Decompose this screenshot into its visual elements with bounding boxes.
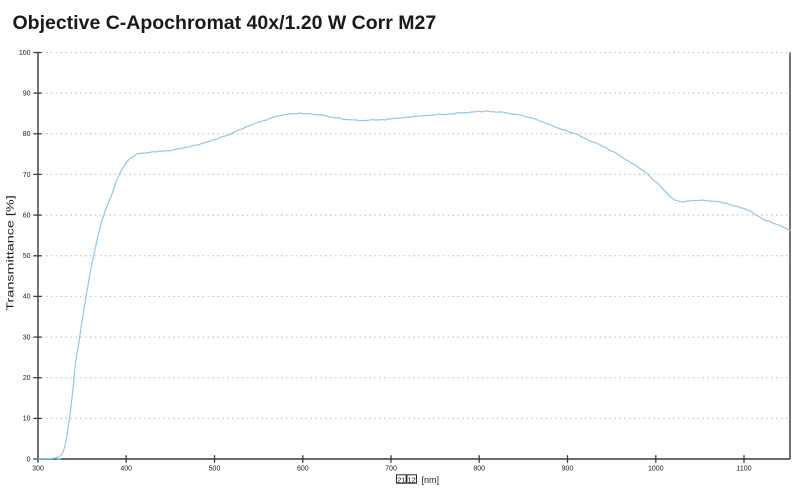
svg-text:800: 800 (473, 466, 485, 473)
svg-text:70: 70 (23, 172, 31, 179)
svg-text:300: 300 (32, 466, 44, 473)
svg-text:0: 0 (27, 456, 31, 463)
svg-text:60: 60 (23, 212, 31, 219)
svg-text:[nm]: [nm] (422, 475, 440, 485)
svg-text:700: 700 (385, 466, 397, 473)
svg-text:20: 20 (23, 375, 31, 382)
svg-text:400: 400 (120, 466, 132, 473)
svg-text:10: 10 (23, 416, 31, 423)
svg-text:50: 50 (23, 253, 31, 260)
svg-text:21: 21 (397, 475, 405, 484)
svg-text:80: 80 (23, 131, 31, 138)
svg-text:1100: 1100 (736, 466, 751, 473)
svg-text:600: 600 (297, 466, 309, 473)
svg-text:Transmittance [%]: Transmittance [%] (5, 195, 16, 311)
svg-text:90: 90 (23, 90, 31, 97)
svg-text:30: 30 (23, 334, 31, 341)
svg-text:100: 100 (19, 50, 31, 57)
svg-text:1000: 1000 (648, 466, 664, 473)
svg-text:500: 500 (209, 466, 221, 473)
svg-text:40: 40 (23, 294, 31, 301)
svg-text:Objective C-Apochromat 40x/1.2: Objective C-Apochromat 40x/1.20 W Corr M… (13, 12, 437, 34)
svg-text:900: 900 (562, 466, 574, 473)
svg-text:12: 12 (408, 475, 416, 484)
